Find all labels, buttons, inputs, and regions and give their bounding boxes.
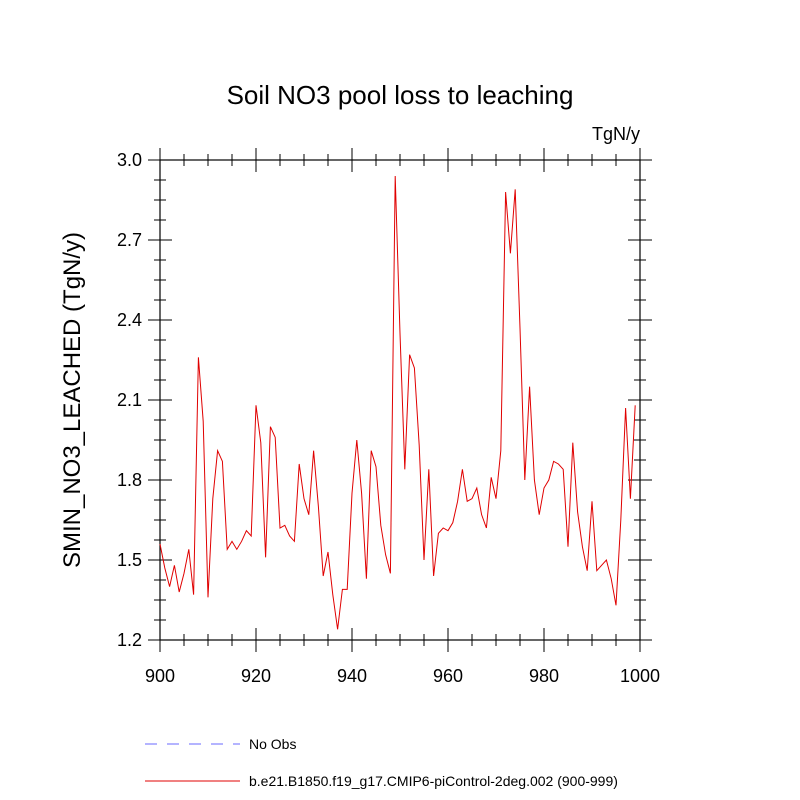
x-tick-label: 1000 [620,666,660,686]
y-tick-label: 1.5 [117,550,142,570]
y-tick-label: 2.1 [117,390,142,410]
y-tick-label: 1.2 [117,630,142,650]
x-tick-label: 960 [433,666,463,686]
x-tick-label: 900 [145,666,175,686]
y-tick-label: 2.4 [117,310,142,330]
legend-no-obs-label: No Obs [249,736,296,752]
series-line [159,175,636,630]
axis-tick-labels: 900 920 940 960 980 1000 1.2 1.5 1.8 2.1 2.4 2.7 3.0 [117,150,660,686]
y-tick-label: 1.8 [117,470,142,490]
legend: No Obs b.e21.B1850.f19_g17.CMIP6-piContr… [145,736,618,789]
legend-series-label: b.e21.B1850.f19_g17.CMIP6-piControl-2deg… [249,773,618,789]
plot-frame [159,159,641,641]
y-tick-label: 2.7 [117,230,142,250]
y-tick-label: 3.0 [117,150,142,170]
x-tick-label: 980 [529,666,559,686]
axis-ticks [148,148,652,652]
chart-title: Soil NO3 pool loss to leaching [227,80,574,110]
x-tick-label: 920 [241,666,271,686]
y-axis-label: SMIN_NO3_LEACHED (TgN/y) [59,232,86,568]
x-tick-label: 940 [337,666,367,686]
units-label: TgN/y [592,124,640,144]
